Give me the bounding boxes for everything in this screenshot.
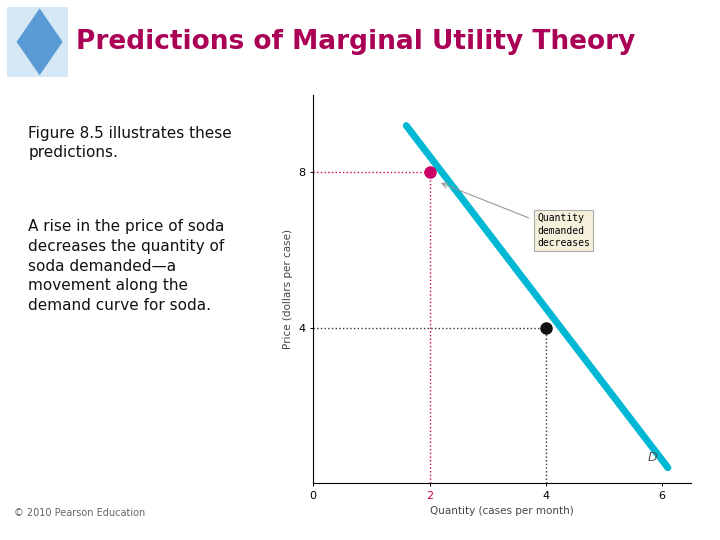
- Text: © 2010 Pearson Education: © 2010 Pearson Education: [14, 508, 145, 518]
- Text: D: D: [647, 451, 657, 464]
- Polygon shape: [17, 8, 63, 75]
- Text: Predictions of Marginal Utility Theory: Predictions of Marginal Utility Theory: [76, 29, 635, 55]
- Text: Figure 8.5 illustrates these
predictions.: Figure 8.5 illustrates these predictions…: [28, 126, 232, 160]
- Text: A rise in the price of soda
decreases the quantity of
soda demanded—a
movement a: A rise in the price of soda decreases th…: [28, 219, 225, 313]
- Text: Quantity
demanded
decreases: Quantity demanded decreases: [537, 213, 590, 248]
- X-axis label: Quantity (cases per month): Quantity (cases per month): [431, 507, 574, 516]
- Y-axis label: Price (dollars per case): Price (dollars per case): [283, 229, 293, 349]
- FancyBboxPatch shape: [7, 6, 68, 77]
